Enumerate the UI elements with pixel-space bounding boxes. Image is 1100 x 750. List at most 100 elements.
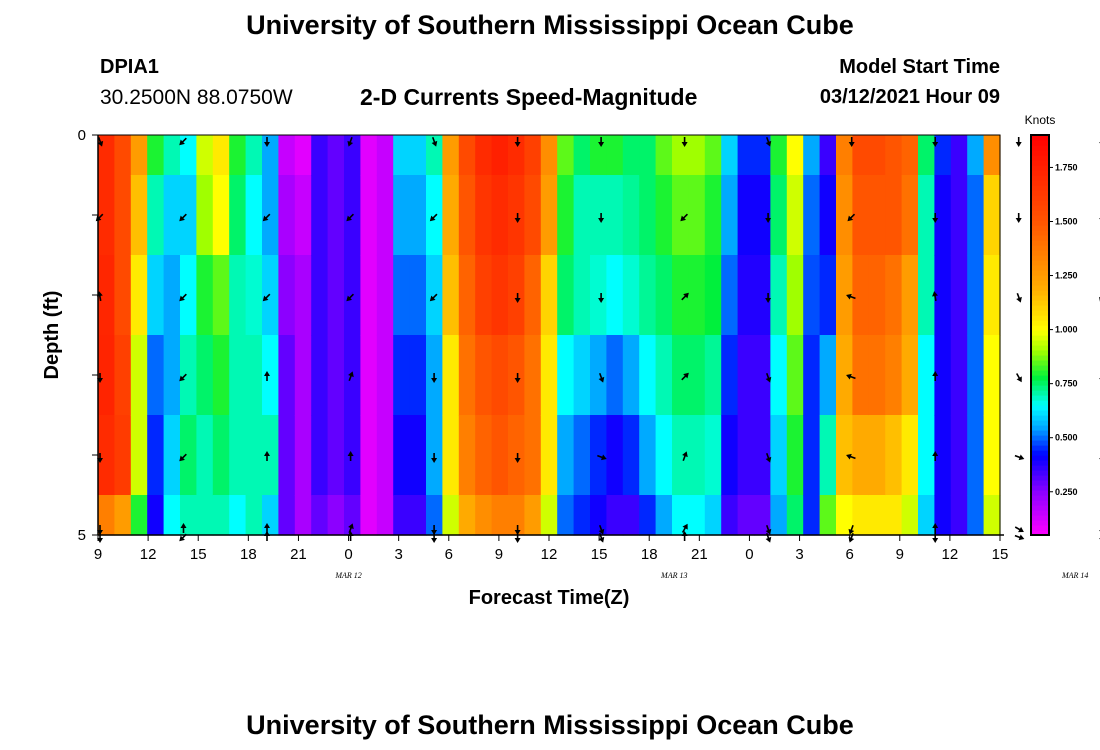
heatmap-cell [376, 175, 394, 256]
velocity-arrow [598, 213, 605, 223]
heatmap-cell [147, 255, 165, 336]
heatmap-cell [327, 335, 345, 416]
velocity-arrow [765, 452, 772, 463]
colorbar-segment [1031, 450, 1049, 456]
colorbar-segment [1031, 355, 1049, 361]
heatmap-cell [294, 135, 312, 176]
arrow-head [97, 378, 103, 383]
heatmap-cell [114, 255, 132, 336]
heatmap-cell [770, 495, 788, 536]
heatmap-cell [721, 495, 739, 536]
heatmap-cell [606, 335, 624, 416]
page-title: University of Southern Mississippi Ocean… [246, 10, 854, 40]
arrow-head [97, 140, 104, 147]
heatmap-cell [918, 135, 935, 176]
heatmap-cell [934, 415, 952, 496]
velocity-arrow [597, 454, 607, 461]
heatmap-cell [491, 175, 509, 256]
colorbar-segment [1031, 385, 1049, 391]
heatmap-cell [130, 175, 148, 256]
velocity-arrow [431, 136, 438, 147]
heatmap-cell [98, 495, 115, 536]
colorbar-tick-label: 1.500 [1055, 216, 1078, 226]
arrow-head [264, 371, 270, 376]
heatmap-cell [540, 135, 558, 176]
heatmap-cell [294, 415, 312, 496]
arrow-head [514, 218, 521, 223]
heatmap-cell [721, 175, 739, 256]
heatmap-cell [262, 415, 279, 496]
heatmap-cell [508, 135, 525, 176]
heatmap-cell [721, 135, 739, 176]
arrow-head [431, 140, 438, 147]
heatmap-cell [786, 415, 804, 496]
heatmap-cell [754, 335, 771, 416]
heatmap-cell [704, 255, 722, 336]
velocity-arrow [681, 292, 689, 301]
arrow-head [95, 215, 102, 222]
station-id: DPIA1 [100, 56, 159, 78]
colorbar-segment [1031, 410, 1049, 416]
velocity-arrows [95, 136, 1100, 543]
heatmap-cell [458, 135, 476, 176]
arrow-head [514, 538, 521, 543]
colorbar-segment [1031, 340, 1049, 346]
colorbar-segment [1031, 495, 1049, 501]
heatmap-cell [721, 255, 739, 336]
heatmap-cell [360, 135, 378, 176]
heatmap-cell [786, 175, 804, 256]
heatmap-cell [852, 255, 870, 336]
heatmap-cell [852, 495, 870, 536]
heatmap-cell [98, 175, 115, 256]
heatmap-cell [918, 495, 935, 536]
heatmap-cell [311, 135, 329, 176]
colorbar-segment [1031, 160, 1049, 166]
heatmap-cell [590, 135, 607, 176]
velocity-arrow [264, 451, 270, 461]
colorbar-segment [1031, 335, 1049, 341]
x-tick-label: 12 [541, 546, 558, 563]
velocity-arrow [514, 453, 521, 463]
heatmap-cell [524, 495, 542, 536]
velocity-arrow [264, 371, 270, 381]
heatmap-cell [360, 415, 378, 496]
heatmap-cell [852, 335, 870, 416]
heatmap-cell [803, 255, 821, 336]
velocity-arrow [348, 523, 354, 534]
heatmap-cell [147, 175, 165, 256]
heatmap-cell [163, 135, 181, 176]
colorbar-segment [1031, 260, 1049, 266]
heatmap-cell [98, 255, 115, 336]
heatmap-cell [754, 255, 771, 336]
heatmap-cell [639, 255, 657, 336]
heatmap-cell [508, 255, 525, 336]
heatmap-cell [524, 135, 542, 176]
heatmap-cell [491, 335, 509, 416]
arrow-head [848, 536, 855, 543]
velocity-arrow [1014, 526, 1024, 533]
arrow-head [262, 215, 269, 222]
velocity-arrow [97, 136, 104, 147]
arrow-head [683, 292, 689, 299]
heatmap-cell [967, 255, 985, 336]
heatmap-cell [130, 135, 148, 176]
heatmap-cell [606, 255, 624, 336]
heatmap-cell [901, 495, 919, 536]
heatmap-cell [606, 415, 624, 496]
arrow-head [680, 215, 687, 222]
velocity-arrow [932, 213, 939, 223]
colorbar-segment [1031, 505, 1049, 511]
colorbar-segment [1031, 350, 1049, 356]
heatmap-cell [262, 135, 279, 176]
heatmap-cell [360, 175, 378, 256]
velocity-arrow [179, 533, 187, 542]
colorbar-tick-label: 0.500 [1055, 433, 1078, 443]
heatmap-cell [393, 335, 411, 416]
colorbar-segment [1031, 515, 1049, 521]
heatmap-cell [491, 135, 509, 176]
heatmap-cell [983, 255, 1001, 336]
heatmap-cell [196, 335, 214, 416]
heatmap-cell [950, 135, 968, 176]
heatmap-cell [311, 415, 329, 496]
heatmap-cell [130, 415, 148, 496]
